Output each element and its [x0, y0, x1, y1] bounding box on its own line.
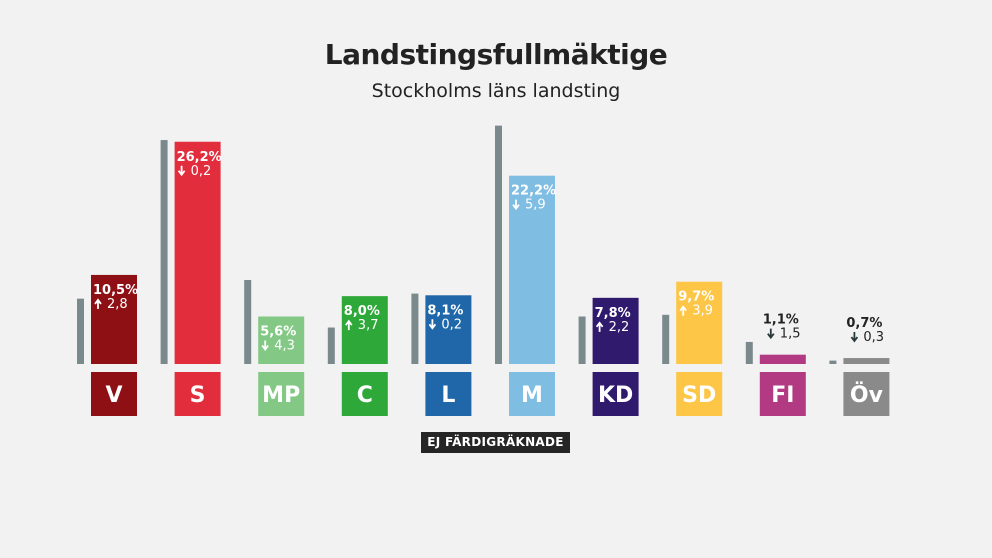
- status-badge: EJ FÄRDIGRÄKNADE: [421, 432, 570, 453]
- previous-bar-2: [244, 280, 252, 364]
- party-box-6: [592, 372, 639, 416]
- current-bar-0: [91, 274, 137, 364]
- party-label-9: Öv: [850, 382, 884, 408]
- party-label-1: S: [190, 383, 206, 408]
- party-label-8: FI: [771, 383, 794, 408]
- party-label-7: SD: [682, 383, 716, 408]
- party-box-7: [676, 372, 723, 416]
- current-bar-1: [174, 141, 221, 364]
- value-label-8: 1,1%: [763, 313, 799, 328]
- change-label-8: 1,5: [780, 327, 801, 342]
- value-label-0: 10,5%: [93, 283, 138, 298]
- value-label-2: 5,6%: [260, 324, 296, 339]
- current-bar-4: [425, 295, 472, 364]
- value-label-1: 26,2%: [177, 150, 222, 165]
- value-label-5: 22,2%: [511, 184, 556, 199]
- chart-title: Landstingsfullmäktige: [324, 38, 668, 71]
- value-label-6: 7,8%: [595, 306, 631, 321]
- change-arrow-4: [428, 319, 437, 330]
- current-bar-2: [258, 316, 305, 364]
- current-bar-9: [843, 358, 890, 364]
- party-label-2: MP: [262, 383, 300, 408]
- previous-bar-3: [327, 327, 335, 364]
- party-label-0: V: [105, 383, 122, 408]
- party-label-5: M: [521, 383, 543, 408]
- party-label-4: L: [441, 383, 455, 408]
- previous-bar-9: [829, 360, 837, 364]
- previous-bar-7: [662, 314, 670, 364]
- change-arrow-2: [261, 340, 269, 351]
- change-arrow-7: [679, 305, 687, 316]
- value-label-9: 0,7%: [846, 316, 882, 331]
- previous-bar-4: [411, 293, 419, 364]
- change-arrow-1: [177, 165, 186, 177]
- change-arrow-0: [94, 298, 102, 309]
- previous-bar-5: [495, 125, 502, 364]
- change-label-4: 0,2: [441, 317, 462, 332]
- change-label-2: 4,3: [274, 338, 295, 353]
- value-label-4: 8,1%: [427, 303, 463, 318]
- party-box-1: [174, 372, 221, 416]
- current-bar-7: [676, 281, 723, 364]
- change-label-7: 3,9: [692, 304, 713, 319]
- party-label-6: KD: [598, 383, 633, 408]
- change-arrow-6: [595, 321, 604, 332]
- previous-bar-8: [745, 341, 753, 364]
- change-label-5: 5,9: [525, 198, 546, 213]
- party-box-3: [341, 372, 388, 416]
- party-box-4: [425, 372, 472, 416]
- value-label-3: 8,0%: [344, 304, 380, 319]
- change-arrow-3: [345, 319, 353, 331]
- change-label-9: 0,3: [863, 330, 884, 345]
- chart-subtitle: Stockholms läns landsting: [371, 80, 621, 102]
- change-arrow-8: [767, 328, 775, 340]
- party-box-5: [509, 372, 555, 416]
- change-label-1: 0,2: [191, 164, 212, 179]
- party-box-0: [91, 372, 137, 416]
- change-label-3: 3,7: [358, 318, 379, 333]
- party-box-9: [843, 372, 890, 416]
- change-arrow-5: [512, 199, 520, 211]
- change-label-6: 2,2: [609, 320, 630, 335]
- party-box-8: [759, 372, 806, 416]
- value-label-7: 9,7%: [678, 290, 714, 305]
- party-box-2: [258, 372, 305, 416]
- change-arrow-9: [850, 332, 859, 343]
- party-label-3: C: [357, 383, 373, 408]
- previous-bar-1: [160, 140, 168, 364]
- previous-bar-6: [578, 316, 586, 364]
- current-bar-8: [759, 354, 806, 364]
- change-label-0: 2,8: [107, 297, 128, 312]
- previous-bar-0: [77, 298, 84, 364]
